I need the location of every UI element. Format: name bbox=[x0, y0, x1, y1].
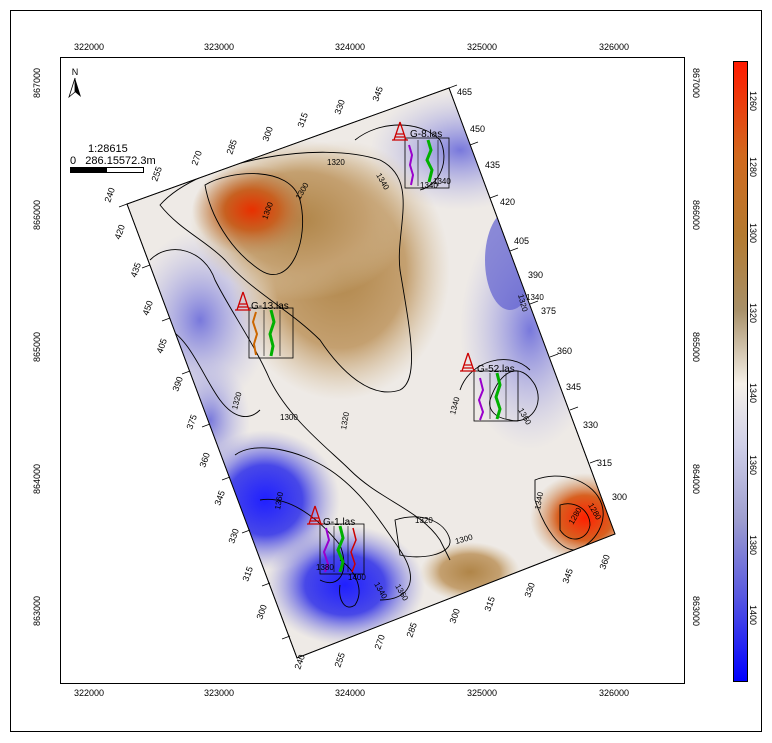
grid-label: 345 bbox=[566, 382, 581, 392]
x-tick-top: 323000 bbox=[203, 42, 235, 52]
grid-label: 315 bbox=[482, 595, 497, 613]
grid-label: 450 bbox=[470, 124, 485, 134]
grid-label-group: 240 255 270 285 300 315 330 345 360 390 … bbox=[102, 85, 627, 671]
contour-label: 1400 bbox=[348, 573, 366, 582]
grid-label: 465 bbox=[457, 87, 472, 97]
grid-label: 255 bbox=[149, 165, 164, 183]
well-derrick-icon bbox=[460, 352, 476, 372]
survey-edge-ticks bbox=[118, 84, 599, 640]
well-derrick-icon bbox=[392, 121, 408, 141]
grid-label: 360 bbox=[597, 553, 612, 571]
grid-label: 390 bbox=[528, 270, 543, 280]
contour-label: 1340 bbox=[420, 181, 438, 190]
well-symbols bbox=[235, 121, 476, 525]
grid-label: 345 bbox=[560, 567, 575, 585]
colorbar bbox=[733, 61, 748, 682]
grid-label: 315 bbox=[240, 565, 255, 583]
scale-block: 1:28615 0 286.15572.3m bbox=[70, 143, 156, 173]
well-label: G-52.las bbox=[477, 364, 515, 375]
grid-label: 375 bbox=[184, 413, 199, 431]
grid-label: 420 bbox=[500, 197, 515, 207]
grid-label: 300 bbox=[254, 603, 269, 621]
x-tick-bottom: 322000 bbox=[73, 688, 105, 698]
north-arrow-icon: N bbox=[67, 67, 83, 104]
scale-ratio: 1:28615 bbox=[88, 143, 128, 155]
grid-label: 270 bbox=[189, 149, 204, 167]
grid-label: 330 bbox=[583, 420, 598, 430]
well-label: G-8.las bbox=[410, 129, 442, 140]
contour-label: 1320 bbox=[327, 158, 345, 167]
well-g1 bbox=[319, 523, 365, 575]
grid-label: 255 bbox=[332, 651, 347, 669]
grid-label: 300 bbox=[260, 125, 275, 143]
grid-label: 330 bbox=[332, 98, 347, 116]
well-g13 bbox=[248, 307, 294, 359]
grid-label: 270 bbox=[372, 633, 387, 651]
grid-label: 330 bbox=[522, 581, 537, 599]
contour-label: 1300 bbox=[280, 413, 298, 422]
contour-label: 1380 bbox=[316, 563, 334, 572]
grid-label: 435 bbox=[485, 160, 500, 170]
grid-label: 240 bbox=[102, 186, 117, 204]
well-label: G-13.las bbox=[251, 301, 289, 312]
grid-label: 285 bbox=[404, 621, 419, 639]
contour-label: 1320 bbox=[339, 411, 351, 431]
grid-label: 300 bbox=[447, 607, 462, 625]
grid-label: 240 bbox=[292, 653, 307, 671]
x-tick-top: 322000 bbox=[73, 42, 105, 52]
well-g52 bbox=[473, 370, 519, 422]
x-tick-top: 326000 bbox=[598, 42, 630, 52]
grid-label: 375 bbox=[541, 306, 556, 316]
contour-label: 1360 bbox=[273, 491, 285, 511]
grid-label: 315 bbox=[597, 458, 612, 468]
contour-label: 1340 bbox=[526, 293, 544, 302]
grid-label: 450 bbox=[140, 299, 155, 317]
x-tick-bottom: 324000 bbox=[334, 688, 366, 698]
contour-label: 1320 bbox=[415, 516, 433, 525]
well-label: G-1.las bbox=[323, 517, 355, 528]
scale-bar bbox=[70, 167, 144, 173]
x-tick-top: 325000 bbox=[466, 42, 498, 52]
contour-label: 1340 bbox=[533, 491, 545, 511]
grid-label: 435 bbox=[128, 261, 143, 279]
grid-label: 390 bbox=[170, 375, 185, 393]
grid-label: 315 bbox=[295, 111, 310, 129]
x-tick-top: 324000 bbox=[334, 42, 366, 52]
north-arrow-shape bbox=[68, 77, 81, 99]
outer-frame bbox=[10, 10, 762, 732]
contour-label: 1340 bbox=[433, 177, 451, 186]
grid-label: 360 bbox=[557, 346, 572, 356]
well-derrick-icon bbox=[235, 291, 251, 311]
grid-label: 285 bbox=[224, 138, 239, 156]
grid-label: 345 bbox=[212, 489, 227, 507]
grid-label: 360 bbox=[197, 451, 212, 469]
well-derrick-icon bbox=[307, 505, 323, 525]
x-tick-bottom: 323000 bbox=[203, 688, 235, 698]
grid-label: 405 bbox=[514, 236, 529, 246]
x-tick-bottom: 326000 bbox=[598, 688, 630, 698]
x-tick-bottom: 325000 bbox=[466, 688, 498, 698]
grid-label: 420 bbox=[112, 223, 127, 241]
grid-label: 405 bbox=[154, 337, 169, 355]
grid-label: 330 bbox=[226, 527, 241, 545]
grid-label: 300 bbox=[612, 492, 627, 502]
grid-label: 345 bbox=[370, 85, 385, 103]
well-g8 bbox=[404, 137, 450, 189]
scale-bar-label: 0 286.15572.3m bbox=[70, 155, 156, 167]
north-label: N bbox=[71, 67, 79, 77]
